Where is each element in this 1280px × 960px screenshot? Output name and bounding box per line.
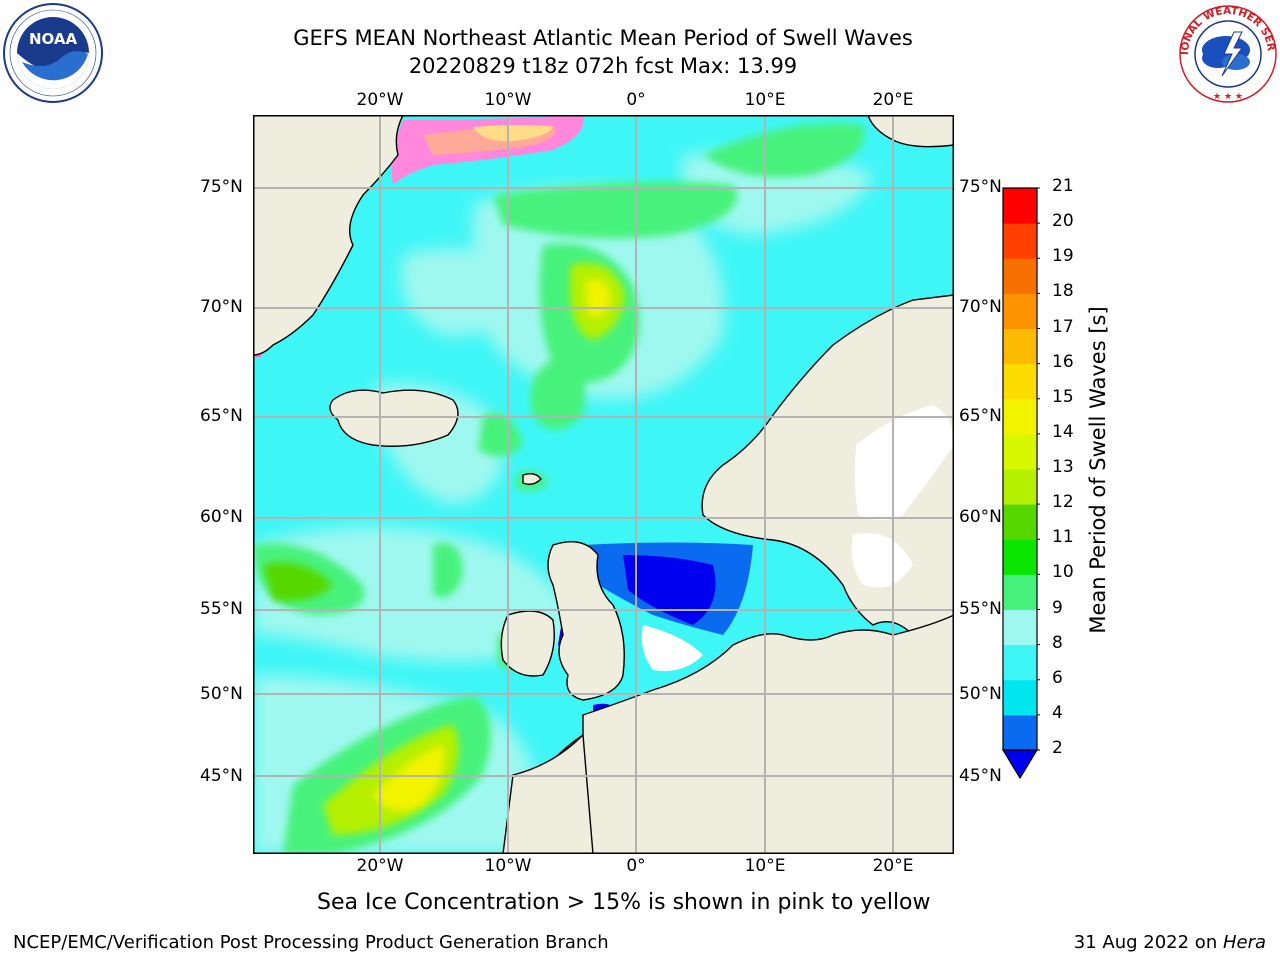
lat-label-right-0: 75°N	[959, 177, 1002, 197]
colorbar-tick-label-11: 16	[1052, 351, 1074, 372]
lon-label-bottom-3: 10°E	[744, 856, 786, 876]
colorbar-segment-4	[1003, 574, 1037, 610]
colorbar-segment-5	[1003, 539, 1037, 575]
colorbar-tick-label-12: 17	[1052, 316, 1074, 337]
lon-label-bottom-0: 20°W	[356, 856, 404, 876]
colorbar-tick-label-6: 11	[1052, 527, 1074, 548]
colorbar-label: Mean Period of Swell Waves [s]	[1086, 306, 1110, 634]
footer-machine: Hera	[1222, 932, 1266, 953]
map-title: GEFS MEAN Northeast Atlantic Mean Period…	[293, 26, 913, 50]
lon-label-top-0: 20°W	[356, 90, 404, 110]
lat-label-left-6: 45°N	[200, 766, 243, 786]
colorbar-tick-label-16: 21	[1052, 176, 1074, 196]
map-panel	[253, 115, 954, 854]
map-frame	[253, 115, 954, 854]
lon-label-bottom-2: 0°	[626, 856, 646, 876]
map-svg	[253, 115, 954, 854]
lon-label-top-2: 0°	[626, 90, 646, 110]
map-subtitle: 20220829 t18z 072h fcst Max: 13.99	[408, 54, 798, 78]
colorbar-segment-9	[1003, 398, 1037, 435]
lon-label-top-1: 10°W	[484, 90, 532, 110]
lat-label-right-1: 70°N	[959, 297, 1002, 317]
lat-label-right-3: 60°N	[959, 507, 1002, 527]
colorbar-segment-7	[1003, 469, 1037, 505]
colorbar-segment-8	[1003, 433, 1037, 470]
lat-label-right-6: 45°N	[959, 766, 1002, 786]
colorbar	[1000, 186, 1041, 782]
lat-label-right-5: 50°N	[959, 684, 1002, 704]
colorbar-segment-0	[1003, 714, 1037, 751]
lat-label-right-4: 55°N	[959, 599, 1002, 619]
colorbar-segment-13	[1003, 258, 1037, 294]
nws-logo: NATIONAL WEATHER SERVICE ★ ★ ★	[1172, 0, 1280, 106]
colorbar-segment-15	[1003, 188, 1037, 224]
no-data-areas	[641, 405, 954, 671]
lon-label-bottom-1: 10°W	[484, 856, 532, 876]
colorbar-tick-label-3: 8	[1052, 632, 1063, 653]
colorbar-tick-label-13: 18	[1052, 281, 1074, 302]
colorbar-tick-label-7: 12	[1052, 492, 1074, 513]
colorbar-segment-11	[1003, 328, 1037, 365]
lon-label-bottom-4: 20°E	[872, 856, 914, 876]
lon-label-top-4: 20°E	[872, 90, 914, 110]
footer-date: 31 Aug 2022 on Hera	[1074, 932, 1266, 953]
swell-field-yellow	[263, 263, 625, 835]
colorbar-segment-1	[1003, 679, 1037, 716]
lat-label-left-2: 65°N	[200, 406, 243, 426]
noaa-logo: NOAA	[2, 2, 104, 104]
ice-caption: Sea Ice Concentration > 15% is shown in …	[317, 890, 931, 915]
graticule	[253, 115, 954, 854]
lat-label-left-0: 75°N	[200, 177, 243, 197]
colorbar-tick-label-8: 13	[1052, 457, 1074, 477]
colorbar-tick-label-10: 15	[1052, 386, 1074, 407]
colorbar-ticks: 2 4 6 8 9 10 11 12 13 14 15 16 17 18 19 20 21	[1052, 176, 1112, 780]
colorbar-segment-6	[1003, 504, 1037, 540]
lat-label-left-1: 70°N	[200, 297, 243, 317]
colorbar-segment-14	[1003, 223, 1037, 259]
colorbar-svg	[1001, 187, 1041, 780]
colorbar-segment-12	[1003, 293, 1037, 329]
footer-date-text: 31 Aug 2022 on	[1073, 932, 1223, 953]
colorbar-tick-label-0: 2	[1052, 738, 1063, 758]
lat-label-left-5: 50°N	[200, 684, 243, 704]
colorbar-under-triangle	[1001, 749, 1039, 780]
lat-label-left-3: 60°N	[200, 507, 243, 527]
colorbar-tick-label-1: 4	[1052, 702, 1063, 723]
svg-text:★ ★ ★: ★ ★ ★	[1213, 92, 1243, 102]
lat-label-right-2: 65°N	[959, 406, 1002, 426]
colorbar-segment-10	[1003, 363, 1037, 400]
colorbar-tick-label-14: 19	[1052, 246, 1074, 267]
colorbar-tick-label-5: 10	[1052, 562, 1074, 583]
colorbar-segment-2	[1003, 644, 1037, 681]
sea-ice	[253, 115, 584, 357]
colorbar-segment-3	[1003, 609, 1037, 646]
lat-label-left-4: 55°N	[200, 599, 243, 619]
lon-label-top-3: 10°E	[744, 90, 786, 110]
noaa-logo-text: NOAA	[29, 30, 78, 48]
colorbar-tick-label-15: 20	[1052, 211, 1074, 232]
colorbar-tick-label-9: 14	[1052, 421, 1074, 442]
colorbar-tick-label-2: 6	[1052, 667, 1063, 688]
colorbar-tick-label-4: 9	[1052, 597, 1063, 618]
footer-branch: NCEP/EMC/Verification Post Processing Pr…	[13, 932, 609, 953]
